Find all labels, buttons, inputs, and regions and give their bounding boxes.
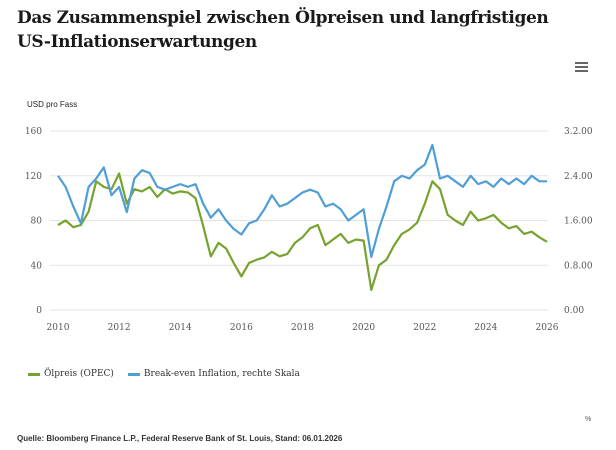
x-tick-label: 2012 bbox=[108, 323, 131, 333]
legend-label-breakeven: Break-even Inflation, rechte Skala bbox=[143, 369, 300, 379]
x-tick-label: 2018 bbox=[291, 323, 314, 333]
y-tick-label: 160 bbox=[25, 127, 42, 137]
series-line-oil-price bbox=[57, 172, 548, 291]
y2-tick-label: 0.00 bbox=[564, 306, 584, 316]
y2-tick-label: 0.8.00 bbox=[564, 261, 593, 271]
x-tick-label: 2022 bbox=[413, 323, 436, 333]
x-tick-label: 2016 bbox=[230, 323, 253, 333]
legend-label-oil: Ölpreis (OPEC) bbox=[44, 369, 114, 379]
y2-tick-label: 3.2.00 bbox=[564, 127, 593, 137]
x-tick-label: 2010 bbox=[47, 323, 70, 333]
chart-title: Das Zusammenspiel zwischen Ölpreisen und… bbox=[17, 8, 549, 52]
y2-tick-label: 2.4.00 bbox=[564, 172, 593, 182]
legend-item-oil[interactable]: Ölpreis (OPEC) bbox=[28, 369, 114, 379]
percent-unit-label: % bbox=[585, 416, 592, 423]
x-tick-label: 2020 bbox=[352, 323, 375, 333]
y-tick-label: 0 bbox=[36, 306, 42, 316]
x-tick-label: 2024 bbox=[474, 323, 497, 333]
legend-swatch-breakeven bbox=[127, 372, 140, 376]
hamburger-menu-icon[interactable] bbox=[575, 62, 588, 73]
y2-tick-label: 1.6.00 bbox=[564, 217, 593, 227]
x-tick-label: 2026 bbox=[536, 323, 559, 333]
chart-plot: 0 40 80 120 160 0.00 0.8.00 1.6.00 2.4.00 3.2.00… bbox=[25, 127, 593, 333]
y-tick-label: 120 bbox=[25, 172, 42, 182]
y-tick-label: 40 bbox=[31, 261, 43, 271]
legend-item-breakeven[interactable]: Break-even Inflation, rechte Skala bbox=[127, 369, 300, 379]
y-tick-label: 80 bbox=[31, 217, 43, 227]
x-tick-label: 2014 bbox=[169, 323, 192, 333]
legend: Ölpreis (OPEC) Break-even Inflation, rec… bbox=[28, 369, 300, 379]
series-line-breakeven-inflation bbox=[57, 143, 547, 258]
y-axis-unit-label: USD pro Fass bbox=[27, 100, 78, 109]
legend-swatch-oil bbox=[28, 372, 40, 376]
source-note: Quelle: Bloomberg Finance L.P., Federal … bbox=[17, 434, 343, 443]
